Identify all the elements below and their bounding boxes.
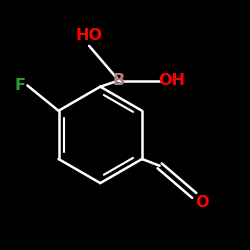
Text: B: B: [113, 73, 125, 88]
Text: O: O: [195, 196, 208, 210]
Text: HO: HO: [76, 28, 103, 44]
Text: OH: OH: [158, 73, 186, 88]
Text: F: F: [14, 78, 26, 93]
